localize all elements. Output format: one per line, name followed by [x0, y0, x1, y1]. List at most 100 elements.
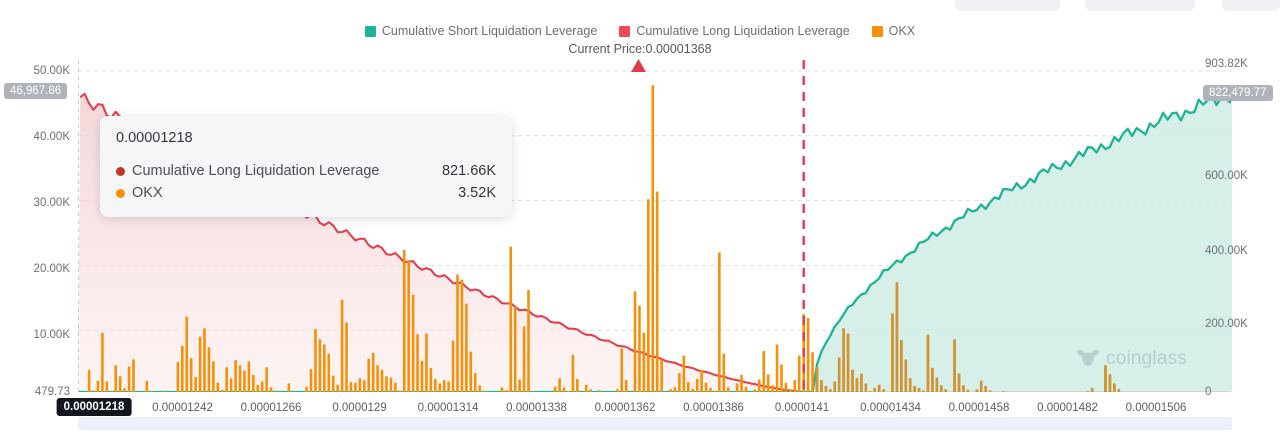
- okx-bar[interactable]: [225, 367, 228, 392]
- okx-bar[interactable]: [691, 388, 695, 392]
- okx-bar[interactable]: [704, 382, 708, 392]
- okx-bar[interactable]: [132, 359, 135, 392]
- okx-bar[interactable]: [203, 328, 206, 392]
- okx-bar[interactable]: [269, 387, 273, 392]
- okx-bar[interactable]: [695, 378, 699, 392]
- okx-bar[interactable]: [615, 389, 619, 392]
- legend-item-short[interactable]: Cumulative Short Liquidation Leverage: [364, 24, 597, 38]
- okx-bar[interactable]: [380, 369, 384, 392]
- okx-bar[interactable]: [229, 378, 233, 392]
- okx-bar[interactable]: [398, 390, 402, 392]
- okx-bar[interactable]: [127, 366, 131, 392]
- okx-bar[interactable]: [216, 382, 220, 392]
- okx-bar[interactable]: [758, 379, 761, 392]
- okx-bar[interactable]: [686, 382, 690, 392]
- okx-bar[interactable]: [429, 367, 433, 392]
- okx-bar[interactable]: [740, 375, 743, 392]
- okx-bar[interactable]: [669, 389, 672, 392]
- okx-bar[interactable]: [385, 376, 388, 392]
- legend-item-okx[interactable]: OKX: [871, 24, 915, 38]
- okx-bar[interactable]: [362, 380, 366, 392]
- okx-bar[interactable]: [394, 382, 397, 392]
- okx-bar[interactable]: [442, 380, 446, 392]
- okx-bar[interactable]: [87, 369, 91, 392]
- okx-bar[interactable]: [336, 384, 339, 392]
- okx-bar[interactable]: [176, 362, 180, 392]
- horizontal-scrollbar[interactable]: [78, 417, 1232, 430]
- okx-bar[interactable]: [105, 381, 109, 393]
- okx-bar[interactable]: [220, 389, 224, 392]
- okx-bar[interactable]: [114, 365, 118, 392]
- okx-bar[interactable]: [456, 274, 459, 392]
- okx-bar[interactable]: [500, 387, 504, 392]
- okx-bar[interactable]: [482, 390, 486, 392]
- okx-bar[interactable]: [425, 333, 428, 392]
- okx-bar[interactable]: [314, 328, 317, 392]
- okx-bar[interactable]: [416, 334, 419, 392]
- okx-bar[interactable]: [735, 383, 739, 392]
- okx-bar[interactable]: [509, 246, 513, 392]
- okx-bar[interactable]: [145, 380, 149, 392]
- okx-bar[interactable]: [354, 382, 357, 392]
- okx-bar[interactable]: [558, 378, 561, 392]
- legend-item-long[interactable]: Cumulative Long Liquidation Leverage: [619, 24, 850, 38]
- okx-bar[interactable]: [469, 351, 473, 392]
- okx-bar[interactable]: [766, 374, 770, 392]
- okx-bar[interactable]: [465, 303, 468, 392]
- okx-bar[interactable]: [660, 359, 663, 392]
- okx-bar[interactable]: [700, 369, 703, 392]
- okx-bar[interactable]: [407, 260, 410, 392]
- okx-bar[interactable]: [260, 381, 264, 393]
- okx-bar[interactable]: [775, 344, 779, 392]
- okx-bar[interactable]: [323, 344, 326, 392]
- toolbar-button-1[interactable]: [955, 0, 1060, 11]
- okx-bar[interactable]: [118, 376, 122, 392]
- okx-bar[interactable]: [673, 387, 677, 392]
- okx-bar[interactable]: [358, 378, 362, 392]
- toolbar-button-3[interactable]: [1222, 0, 1280, 11]
- okx-bar[interactable]: [305, 386, 308, 392]
- okx-bar[interactable]: [252, 375, 255, 392]
- okx-bar[interactable]: [513, 306, 517, 392]
- okx-bar[interactable]: [451, 340, 455, 392]
- okx-bar[interactable]: [789, 389, 792, 392]
- okx-bar[interactable]: [571, 354, 575, 392]
- okx-bar[interactable]: [327, 353, 331, 392]
- okx-bar[interactable]: [567, 390, 570, 392]
- okx-bar[interactable]: [598, 390, 601, 392]
- okx-bar[interactable]: [531, 391, 535, 392]
- okx-bar[interactable]: [434, 378, 437, 392]
- okx-bar[interactable]: [762, 351, 766, 392]
- okx-bar[interactable]: [109, 391, 113, 392]
- okx-bar[interactable]: [234, 360, 237, 392]
- okx-bar[interactable]: [806, 317, 810, 392]
- okx-bar[interactable]: [811, 352, 814, 392]
- okx-bar[interactable]: [522, 326, 526, 392]
- okx-bar[interactable]: [633, 291, 637, 392]
- okx-bar[interactable]: [243, 370, 246, 392]
- okx-bar[interactable]: [274, 390, 277, 392]
- okx-bar[interactable]: [287, 383, 291, 392]
- okx-bar[interactable]: [96, 380, 100, 392]
- okx-bar[interactable]: [744, 386, 748, 392]
- okx-bar[interactable]: [642, 332, 646, 392]
- okx-bar[interactable]: [238, 365, 242, 392]
- okx-bar[interactable]: [256, 384, 260, 392]
- okx-bar[interactable]: [420, 360, 424, 392]
- okx-bar[interactable]: [562, 387, 566, 392]
- okx-bar[interactable]: [505, 390, 508, 392]
- okx-bar[interactable]: [309, 369, 313, 392]
- okx-bar[interactable]: [92, 390, 95, 392]
- okx-bar[interactable]: [318, 339, 322, 392]
- okx-bar[interactable]: [345, 322, 348, 392]
- okx-bar[interactable]: [340, 299, 344, 392]
- okx-bar[interactable]: [793, 380, 797, 392]
- okx-bar[interactable]: [460, 279, 464, 392]
- okx-bar[interactable]: [527, 290, 530, 392]
- okx-bar[interactable]: [638, 305, 641, 392]
- okx-bar[interactable]: [655, 191, 659, 392]
- okx-bar[interactable]: [367, 358, 371, 392]
- okx-bar[interactable]: [620, 348, 624, 392]
- okx-bar[interactable]: [149, 391, 153, 392]
- okx-bar[interactable]: [682, 355, 686, 392]
